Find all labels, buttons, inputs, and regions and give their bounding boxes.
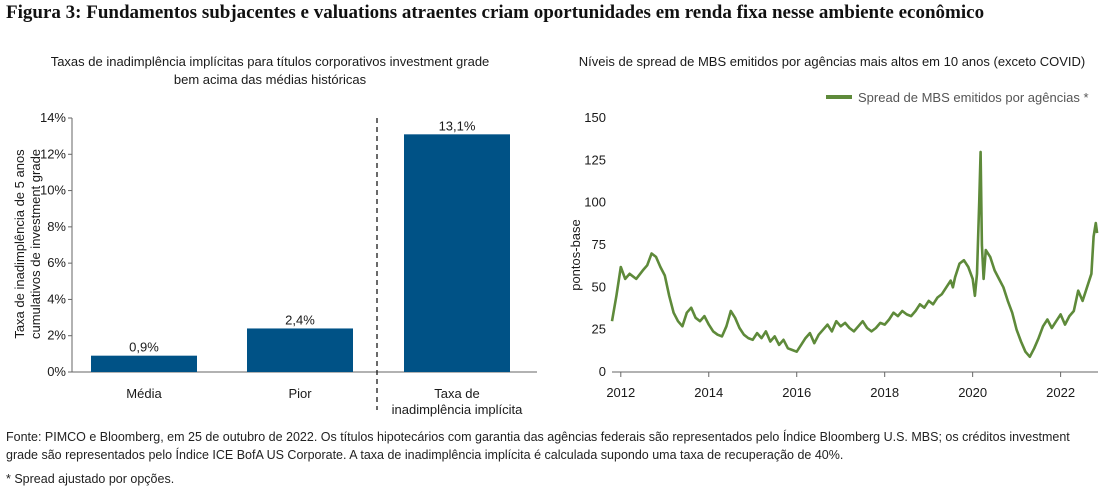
bar-chart-title-line-1: Taxas de inadimplência implícitas para t…	[51, 54, 490, 69]
bar-chart-ytick-label: 0%	[47, 364, 66, 379]
bar	[404, 134, 510, 372]
bar-chart-ytick-label: 6%	[47, 255, 66, 270]
bar-data-label: 13,1%	[439, 118, 476, 133]
footnote: * Spread ajustado por opções.	[6, 472, 175, 486]
line-chart-ytick-label: 50	[592, 279, 606, 294]
line-chart-xtick-label: 2014	[694, 385, 723, 400]
bar-chart-ytick-label: 8%	[47, 219, 66, 234]
line-chart-ytick-label: 25	[592, 322, 606, 337]
bar-category-label: Pior	[288, 386, 312, 401]
line-chart-xtick-label: 2020	[958, 385, 987, 400]
source-note: Fonte: PIMCO e Bloomberg, em 25 de outub…	[6, 430, 1070, 462]
bar-chart-ytick-label: 10%	[40, 183, 66, 198]
line-chart-ylabel: pontos-base	[568, 219, 583, 291]
line-chart-xtick-label: 2018	[870, 385, 899, 400]
legend-label: Spread de MBS emitidos por agências *	[858, 90, 1089, 105]
bar-chart-ytick-label: 2%	[47, 328, 66, 343]
line-chart-ytick-label: 75	[592, 237, 606, 252]
bar	[91, 355, 197, 372]
line-chart-title: Níveis de spread de MBS emitidos por agê…	[579, 54, 1086, 69]
line-chart-ytick-label: 125	[584, 152, 606, 167]
bar-category-label: Média	[126, 386, 162, 401]
bar-category-label: Taxa de	[434, 386, 480, 401]
bar-chart-ytick-label: 12%	[40, 146, 66, 161]
bar-chart-ylabel-line: cumulativos de investment grade	[28, 149, 43, 339]
line-chart-ytick-label: 0	[599, 364, 606, 379]
bar-chart-title-line-2: bem acima das médias históricas	[174, 72, 367, 87]
bar-chart: Taxas de inadimplência implícitas para t…	[12, 54, 537, 417]
bar-data-label: 2,4%	[285, 312, 315, 327]
figure-title: Figura 3: Fundamentos subjacentes e valu…	[6, 2, 985, 23]
bar-chart-ylabel-line: Taxa de inadimplência de 5 anos	[12, 149, 27, 339]
bar-chart-ytick-label: 14%	[40, 110, 66, 125]
bar-chart-ytick-label: 4%	[47, 291, 66, 306]
bar-data-label: 0,9%	[129, 340, 159, 355]
line-chart: Níveis de spread de MBS emitidos por agê…	[568, 54, 1099, 400]
line-chart-ytick-label: 100	[584, 195, 606, 210]
bar	[247, 328, 353, 372]
series-line-mbs-spread	[610, 150, 1099, 359]
line-chart-ytick-label: 150	[584, 110, 606, 125]
line-chart-xtick-label: 2012	[606, 385, 635, 400]
bar-chart-ylabel: Taxa de inadimplência de 5 anos cumulativ…	[12, 149, 43, 339]
bar-category-label: inadimplência implícita	[392, 402, 524, 417]
line-chart-xtick-label: 2022	[1046, 385, 1075, 400]
line-chart-xtick-label: 2016	[782, 385, 811, 400]
